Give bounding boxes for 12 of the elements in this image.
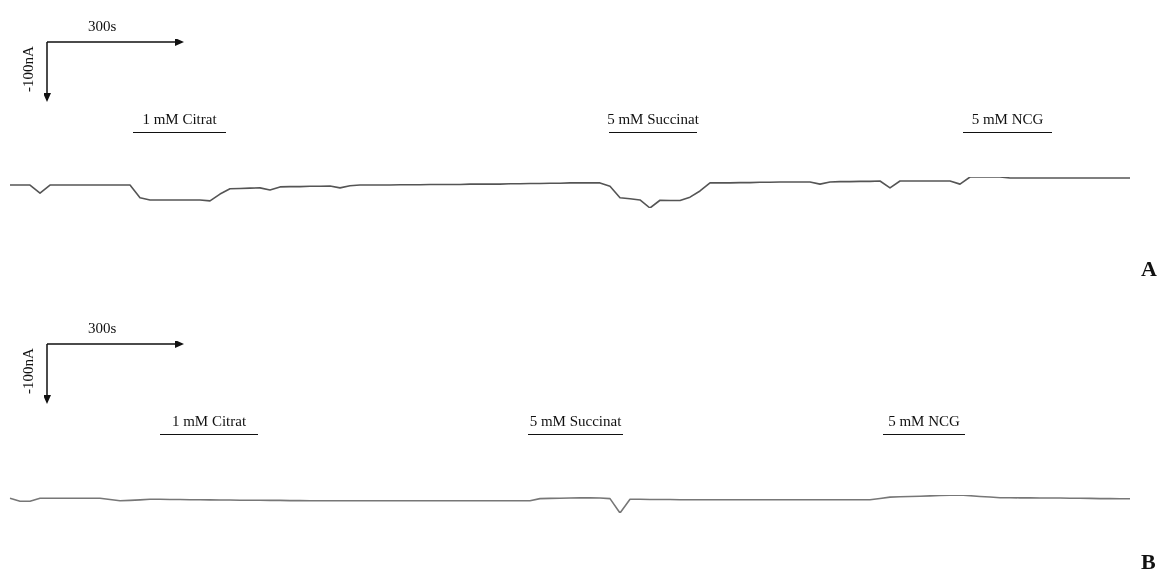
text: A	[1141, 256, 1157, 282]
text: 5 mM NCG	[888, 413, 960, 430]
text: -100nA	[20, 46, 37, 92]
text: B	[1141, 549, 1156, 575]
text: 5 mM Succinat	[529, 413, 622, 430]
text: 300s	[88, 320, 117, 337]
text: 5 mM NCG	[971, 111, 1044, 128]
text: 5 mM Succinat	[607, 111, 699, 128]
text: 300s	[88, 18, 117, 35]
text: 1 mM Citrat	[142, 111, 217, 128]
text: 1 mM Citrat	[171, 413, 247, 430]
text: -100nA	[20, 348, 37, 394]
